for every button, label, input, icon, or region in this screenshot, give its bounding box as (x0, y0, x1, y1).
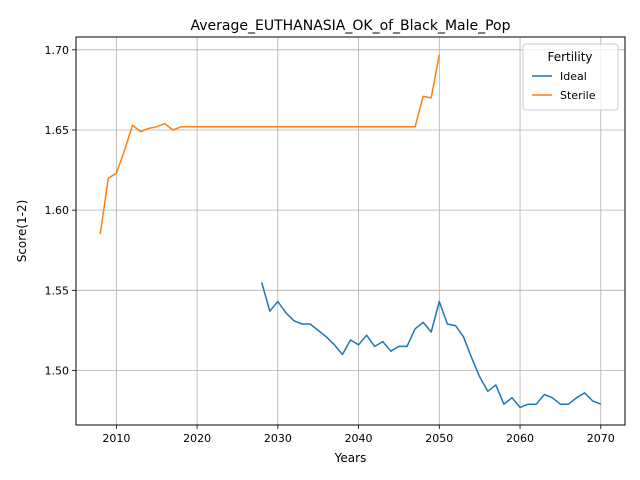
legend: Fertility Ideal Sterile (522, 43, 619, 111)
legend-label-sterile: Sterile (560, 89, 596, 102)
x-tick-label: 2070 (587, 432, 615, 445)
x-axis-label: Years (334, 451, 367, 465)
x-tick-label: 2050 (425, 432, 453, 445)
x-tick-label: 2030 (264, 432, 292, 445)
series-lines (99, 54, 602, 409)
plot-frame (75, 36, 626, 426)
x-tick-label: 2010 (102, 432, 130, 445)
y-tick-label: 1.60 (45, 204, 70, 217)
x-tick-label: 2040 (345, 432, 373, 445)
legend-box (522, 43, 619, 111)
legend-label-ideal: Ideal (560, 70, 587, 83)
x-tick-label: 2020 (183, 432, 211, 445)
series-line-sterile (99, 54, 441, 235)
x-tick-label: 2060 (506, 432, 534, 445)
chart-title: Average_EUTHANASIA_OK_of_Black_Male_Pop (190, 18, 510, 34)
legend-title: Fertility (547, 50, 592, 64)
x-axis-ticks: 2010 2020 2030 2040 2050 2060 2070 (102, 425, 615, 445)
y-tick-label: 1.55 (45, 284, 70, 297)
y-tick-label: 1.50 (45, 364, 70, 377)
y-tick-label: 1.70 (45, 44, 70, 57)
grid-lines (76, 37, 625, 425)
y-tick-label: 1.65 (45, 124, 70, 137)
y-axis-ticks: 1.50 1.55 1.60 1.65 1.70 (45, 44, 76, 377)
series-line-ideal (260, 282, 602, 409)
y-axis-label: Score(1-2) (15, 200, 29, 263)
